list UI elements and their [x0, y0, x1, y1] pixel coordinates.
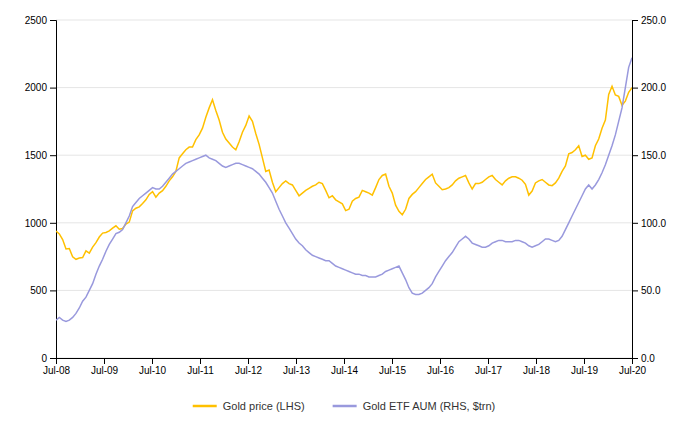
tick-mark	[50, 20, 56, 21]
tick-label: 1000	[25, 218, 48, 229]
tick-label: Jul-16	[427, 365, 455, 376]
tick: Jul-12	[235, 358, 263, 376]
tick-label: 50.0	[641, 285, 661, 296]
legend-item: Gold price (LHS)	[193, 400, 305, 412]
tick: 0.0	[632, 353, 655, 364]
legend: Gold price (LHS) Gold ETF AUM (RHS, $trn)	[193, 400, 496, 412]
tick-mark	[50, 358, 56, 359]
grid-line	[56, 155, 632, 156]
tick-label: 500	[30, 285, 47, 296]
tick: Jul-10	[139, 358, 167, 376]
tick-mark	[632, 88, 638, 89]
x-axis: Jul-08 Jul-09 Jul-10 Jul-11 Jul-12 Jul-13 Jul-…	[43, 358, 647, 376]
tick-label: 1500	[25, 150, 48, 161]
tick-mark	[152, 358, 153, 364]
tick: 1000	[25, 218, 56, 229]
axis-line	[50, 21, 57, 359]
tick-label: 0	[41, 353, 47, 364]
tick-mark	[440, 358, 441, 364]
tick-mark	[50, 155, 56, 156]
tick-label: Jul-15	[379, 365, 407, 376]
grid-line	[56, 20, 632, 21]
tick-label: Jul-17	[475, 365, 503, 376]
tick-label: Jul-09	[91, 365, 119, 376]
tick: 100.0	[632, 218, 666, 229]
tick-mark	[200, 358, 201, 364]
tick: 500	[30, 285, 56, 296]
tick: 1500	[25, 150, 56, 161]
tick-label: Jul-14	[331, 365, 359, 376]
legend-item: Gold ETF AUM (RHS, $trn)	[333, 400, 496, 412]
tick: Jul-17	[475, 358, 503, 376]
tick-mark	[344, 358, 345, 364]
tick-mark	[392, 358, 393, 364]
tick-mark	[296, 358, 297, 364]
tick-mark	[632, 358, 638, 359]
tick-label: Jul-08	[43, 365, 71, 376]
tick: 150.0	[632, 150, 666, 161]
tick: Jul-13	[283, 358, 311, 376]
tick: Jul-08	[43, 358, 71, 376]
y-axis: 0 500 1000 1500 2000 2500	[25, 15, 57, 364]
tick-label: 250.0	[641, 15, 666, 26]
grid-line	[56, 290, 632, 291]
axis-line	[57, 359, 633, 365]
tick-label: Jul-19	[571, 365, 599, 376]
tick-mark	[632, 20, 638, 21]
legend-swatch	[193, 405, 217, 408]
tick: 2500	[25, 15, 56, 26]
tick: Jul-14	[331, 358, 359, 376]
series-line	[56, 86, 632, 259]
plot-area	[56, 58, 632, 322]
legend-swatch	[333, 405, 357, 408]
tick-mark	[632, 155, 638, 156]
tick: Jul-09	[91, 358, 119, 376]
tick-mark	[488, 358, 489, 364]
axis-line	[633, 21, 639, 359]
legend-label: Gold price (LHS)	[223, 400, 305, 412]
tick: 0	[41, 353, 56, 364]
tick: 50.0	[632, 285, 661, 296]
tick-label: Jul-10	[139, 365, 167, 376]
tick-mark	[536, 358, 537, 364]
tick-label: Jul-18	[523, 365, 551, 376]
tick: Jul-18	[523, 358, 551, 376]
tick-label: 100.0	[641, 218, 666, 229]
tick-mark	[632, 223, 638, 224]
tick: Jul-15	[379, 358, 407, 376]
tick: 200.0	[632, 82, 666, 93]
tick-mark	[104, 358, 105, 364]
tick-mark	[50, 290, 56, 291]
tick-mark	[50, 223, 56, 224]
grid	[56, 20, 632, 358]
tick-label: Jul-12	[235, 365, 263, 376]
tick: Jul-19	[571, 358, 599, 376]
tick-label: 2000	[25, 82, 48, 93]
tick-label: 0.0	[641, 353, 655, 364]
tick-label: 150.0	[641, 150, 666, 161]
tick-label: Jul-11	[187, 365, 214, 376]
tick-label: 2500	[25, 15, 48, 26]
tick-label: Jul-13	[283, 365, 311, 376]
tick-mark	[50, 88, 56, 89]
tick: 250.0	[632, 15, 666, 26]
chart: Jul-08 Jul-09 Jul-10 Jul-11 Jul-12 Jul-13 Jul-…	[0, 0, 688, 430]
grid-line	[56, 87, 632, 88]
legend-label: Gold ETF AUM (RHS, $trn)	[363, 400, 496, 412]
tick: Jul-16	[427, 358, 455, 376]
tick-label: Jul-20	[619, 365, 647, 376]
series-line	[56, 58, 632, 322]
tick-mark	[632, 290, 638, 291]
tick-mark	[248, 358, 249, 364]
tick: 2000	[25, 82, 56, 93]
y2-axis: 0.0 50.0 100.0 150.0 200.0 250.0	[632, 15, 666, 364]
tick-mark	[584, 358, 585, 364]
tick-label: 200.0	[641, 82, 666, 93]
grid-line	[56, 222, 632, 223]
tick: Jul-11	[187, 358, 214, 376]
